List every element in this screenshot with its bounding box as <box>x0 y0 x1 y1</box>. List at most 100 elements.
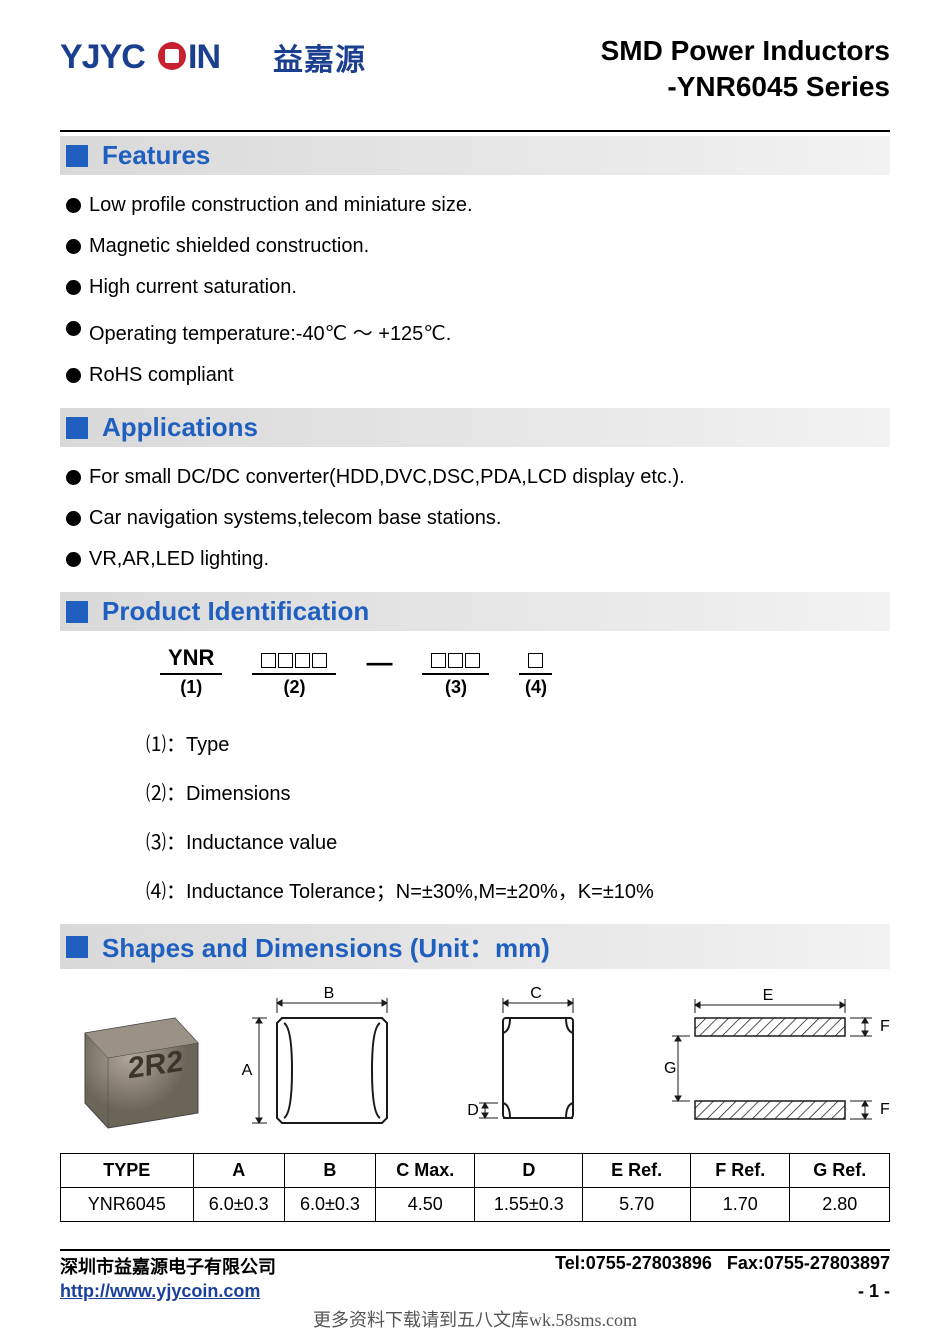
placeholder-box <box>431 653 446 668</box>
identification-code-row: YNR(1) (2) — (3) (4) <box>160 645 890 698</box>
table-cell: 4.50 <box>376 1188 475 1222</box>
table-cell: 6.0±0.3 <box>193 1188 284 1222</box>
header-row: YJYC IN 益嘉源 SMD Power Inductors -YNR6045… <box>60 35 890 130</box>
footer-contact: Tel:0755-27803896 Fax:0755-27803897 <box>555 1253 890 1279</box>
drawing-top-view: B A <box>237 983 417 1143</box>
placeholder-box <box>261 653 276 668</box>
identification-part-top <box>519 649 552 675</box>
square-bullet-icon <box>66 417 88 439</box>
drawings-row: 2R2 B A <box>60 969 890 1153</box>
svg-text:IN: IN <box>188 38 220 76</box>
section-head-shapes: Shapes and Dimensions (Unit：mm) <box>60 924 890 969</box>
identification-legend-item: ⑷：Inductance Tolerance；N=±30%,M=±20%，K=±… <box>146 865 890 914</box>
svg-text:F: F <box>880 1018 890 1035</box>
table-header-cell: C Max. <box>376 1154 475 1188</box>
identification-part-top <box>252 649 336 675</box>
round-bullet-icon <box>66 368 81 383</box>
identification-part: YNR(1) <box>160 645 222 698</box>
table-cell: YNR6045 <box>61 1188 194 1222</box>
application-item: Car navigation systems,telecom base stat… <box>66 498 890 539</box>
section-title: Shapes and Dimensions (Unit：mm) <box>102 928 550 965</box>
round-bullet-icon <box>66 280 81 295</box>
placeholder-box <box>278 653 293 668</box>
identification-part-index: (1) <box>180 675 202 698</box>
identification-part-index: (3) <box>445 675 467 698</box>
table-header-cell: E Ref. <box>583 1154 691 1188</box>
footer-page: - 1 - <box>858 1281 890 1302</box>
feature-item: Operating temperature:-40℃ ～ +125℃. <box>66 308 890 355</box>
svg-text:G: G <box>664 1060 676 1077</box>
application-text: For small DC/DC converter(HDD,DVC,DSC,PD… <box>89 466 685 489</box>
applications-list: For small DC/DC converter(HDD,DVC,DSC,PD… <box>60 447 890 592</box>
section-title: Features <box>102 140 210 171</box>
identification-legend-item: ⑴：Type <box>146 718 890 767</box>
placeholder-box <box>448 653 463 668</box>
logo-cn: 益嘉源 <box>273 35 366 79</box>
identification-legend-item: ⑶：Inductance value <box>146 816 890 865</box>
table-header-cell: D <box>475 1154 583 1188</box>
footer-company: 深圳市益嘉源电子有限公司 <box>60 1253 276 1279</box>
section-head-features: Features <box>60 136 890 175</box>
title-line2: -YNR6045 Series <box>601 71 890 103</box>
feature-item: RoHS compliant <box>66 355 890 396</box>
round-bullet-icon <box>66 198 81 213</box>
feature-text: Low profile construction and miniature s… <box>89 194 473 217</box>
placeholder-box <box>528 653 543 668</box>
square-bullet-icon <box>66 936 88 958</box>
document-title: SMD Power Inductors -YNR6045 Series <box>601 35 890 103</box>
dash-separator: — <box>366 647 392 678</box>
identification-legend: ⑴：Type⑵：Dimensions⑶：Inductance value⑷：In… <box>60 702 890 924</box>
logo: YJYC IN 益嘉源 <box>60 35 366 79</box>
features-list: Low profile construction and miniature s… <box>60 175 890 408</box>
logo-mark: YJYC IN <box>60 36 265 78</box>
dimensions-table: TYPEABC Max.DE Ref.F Ref.G Ref.YNR60456.… <box>60 1153 890 1222</box>
identification-part-top <box>422 649 489 675</box>
table-cell: 5.70 <box>583 1188 691 1222</box>
bottom-note: 更多资料下载请到五八文库wk.58sms.com <box>0 1306 950 1332</box>
square-bullet-icon <box>66 145 88 167</box>
table-cell: 1.55±0.3 <box>475 1188 583 1222</box>
round-bullet-icon <box>66 511 81 526</box>
table-row: YNR60456.0±0.36.0±0.34.501.55±0.35.701.7… <box>61 1188 890 1222</box>
product-photo: 2R2 <box>60 988 210 1138</box>
identification-part: (4) <box>519 649 552 698</box>
table-cell: 1.70 <box>691 1188 790 1222</box>
feature-item: Magnetic shielded construction. <box>66 226 890 267</box>
placeholder-box <box>465 653 480 668</box>
identification-code: YNR(1) (2) — (3) (4) <box>60 631 890 702</box>
round-bullet-icon <box>66 552 81 567</box>
table-header-cell: TYPE <box>61 1154 194 1188</box>
footer-url-link[interactable]: http://www.yjycoin.com <box>60 1281 260 1302</box>
svg-text:A: A <box>241 1062 252 1079</box>
square-bullet-icon <box>66 601 88 623</box>
application-text: Car navigation systems,telecom base stat… <box>89 507 501 530</box>
placeholder-box <box>295 653 310 668</box>
page-footer: 深圳市益嘉源电子有限公司 Tel:0755-27803896 Fax:0755-… <box>60 1249 890 1302</box>
svg-text:F: F <box>880 1101 890 1118</box>
identification-legend-item: ⑵：Dimensions <box>146 767 890 816</box>
svg-text:B: B <box>323 985 334 1002</box>
feature-text: Magnetic shielded construction. <box>89 235 369 258</box>
identification-part-index: (4) <box>525 675 547 698</box>
table-header-cell: B <box>284 1154 375 1188</box>
svg-text:YJYC: YJYC <box>60 38 145 76</box>
feature-text: RoHS compliant <box>89 364 234 387</box>
identification-part: (3) <box>422 649 489 698</box>
svg-text:C: C <box>531 985 543 1002</box>
application-item: For small DC/DC converter(HDD,DVC,DSC,PD… <box>66 457 890 498</box>
feature-item: High current saturation. <box>66 267 890 308</box>
section-head-identification: Product Identification <box>60 592 890 631</box>
identification-part-index: (2) <box>283 675 305 698</box>
table-cell: 6.0±0.3 <box>284 1188 375 1222</box>
identification-part-top: YNR <box>160 645 222 675</box>
section-head-applications: Applications <box>60 408 890 447</box>
section-title: Product Identification <box>102 596 369 627</box>
feature-text: High current saturation. <box>89 276 297 299</box>
table-header-cell: G Ref. <box>790 1154 890 1188</box>
identification-part: (2) <box>252 649 336 698</box>
section-title: Applications <box>102 412 258 443</box>
feature-text: Operating temperature:-40℃ ～ +125℃. <box>89 317 451 346</box>
placeholder-box <box>312 653 327 668</box>
drawing-footprint: E F F G <box>650 983 890 1143</box>
application-text: VR,AR,LED lighting. <box>89 548 269 571</box>
